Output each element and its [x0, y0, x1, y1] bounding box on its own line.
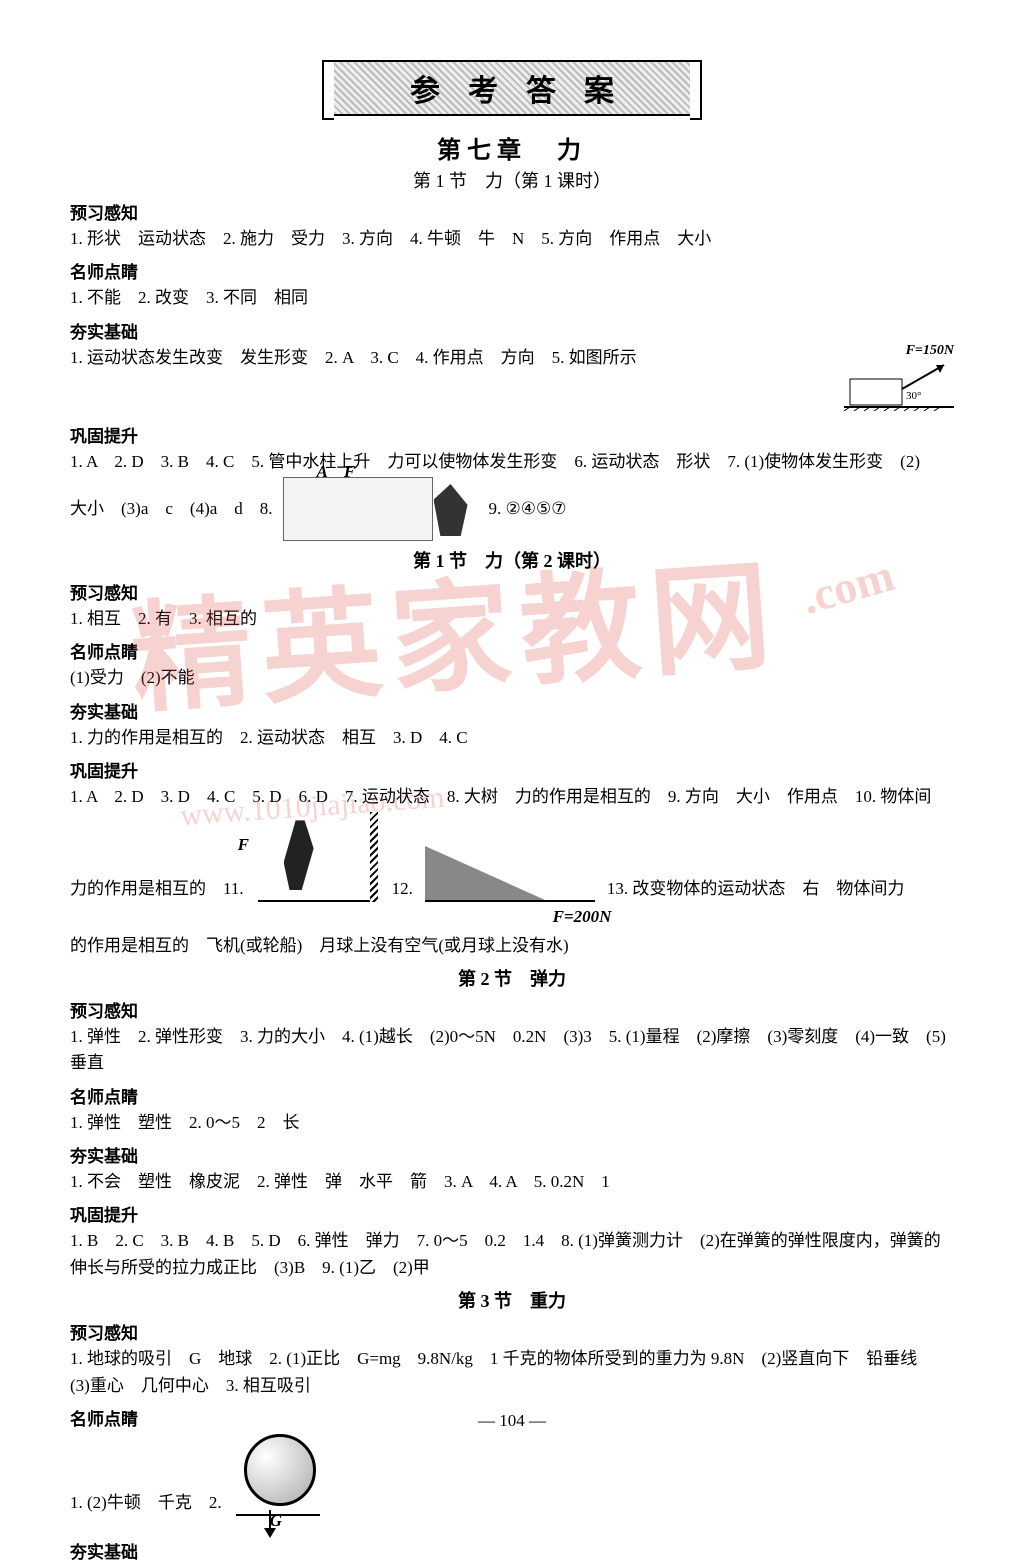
s2-yuxi-h: 预习感知	[70, 579, 954, 604]
s3-mingshi: 1. 弹性 塑性 2. 0～5 2 长	[70, 1110, 954, 1136]
s1-gonggu-h: 巩固提升	[70, 422, 954, 447]
s2-hangshi: 1. 力的作用是相互的 2. 运动状态 相互 3. D 4. C	[70, 725, 954, 751]
s1-hangshi-h: 夯实基础	[70, 318, 954, 343]
s2-gonggu2a: 力的作用是相互的 11.	[70, 876, 244, 902]
svg-text:30°: 30°	[906, 390, 921, 402]
s2-gonggu2b: 12.	[392, 876, 413, 902]
page-number: — 104 —	[0, 1411, 1024, 1431]
s1-mingshi: 1. 不能 2. 改变 3. 不同 相同	[70, 285, 954, 311]
s2-gonggu2c: 13. 改变物体的运动状态 右 物体间力	[607, 876, 905, 902]
f200-label: F=200N	[210, 904, 954, 930]
section4-title: 第 3 节 重力	[70, 1287, 954, 1313]
s1-hangshi: 1. 运动状态发生改变 发生形变 2. A 3. C 4. 作用点 方向 5. …	[70, 345, 836, 371]
s1-gonggu2b: 9. ②④⑤⑦	[489, 496, 567, 522]
s3-mingshi-h: 名师点睛	[70, 1083, 954, 1108]
s1-yuxi-h: 预习感知	[70, 199, 954, 224]
s4-mingshi-row: 1. (2)牛顿 千克 2. G	[70, 1432, 954, 1516]
f150-label: F=150N	[844, 343, 954, 359]
s1-gonggu2a: 大小 (3)a c (4)a d 8.	[70, 496, 273, 522]
box-arrow-icon: 30°	[844, 359, 954, 411]
s3-yuxi: 1. 弹性 2. 弹性形变 3. 力的大小 4. (1)越长 (2)0～5N 0…	[70, 1024, 954, 1077]
s2-gonggu3: 的作用是相互的 飞机(或轮船) 月球上没有空气(或月球上没有水)	[70, 933, 954, 959]
s4-yuxi-h: 预习感知	[70, 1319, 954, 1344]
s2-mingshi: (1)受力 (2)不能	[70, 665, 954, 691]
down-arrow-icon	[260, 1510, 280, 1538]
pushwall-figure-icon	[258, 812, 378, 902]
cart-figure-icon	[283, 477, 433, 541]
section2-title: 第 1 节 力（第 2 课时）	[70, 547, 954, 573]
s1-mingshi-h: 名师点睛	[70, 258, 954, 283]
s4-mingshi-a: 1. (2)牛顿 千克 2.	[70, 1490, 222, 1516]
s4-hangshi-h: 夯实基础	[70, 1538, 954, 1563]
s3-gonggu-h: 巩固提升	[70, 1201, 954, 1226]
s2-hangshi-h: 夯实基础	[70, 698, 954, 723]
f200-text: F=200N	[553, 907, 612, 926]
s1-gonggu2-row: 大小 (3)a c (4)a d 8. A F 9. ②④⑤⑦	[70, 477, 954, 541]
s3-gonggu: 1. B 2. C 3. B 4. B 5. D 6. 弹性 弹力 7. 0～5…	[70, 1228, 954, 1281]
incline-figure-icon	[425, 832, 595, 902]
s2-mingshi-h: 名师点睛	[70, 638, 954, 663]
ball-figure-icon	[236, 1432, 320, 1516]
f-arrow-label: F	[238, 832, 249, 858]
s1-gonggu1: 1. A 2. D 3. B 4. C 5. 管中水柱上升 力可以使物体发生形变…	[70, 449, 954, 475]
s2-gonggu-h: 巩固提升	[70, 757, 954, 782]
section1-title: 第 1 节 力（第 1 课时）	[70, 167, 954, 193]
s2-gonggu1: 1. A 2. D 3. D 4. C 5. D 6. D 7. 运动状态 8.…	[70, 784, 954, 810]
s2-yuxi: 1. 相互 2. 有 3. 相互的	[70, 606, 954, 632]
s3-hangshi-h: 夯实基础	[70, 1142, 954, 1167]
page-banner: 参考答案	[332, 60, 692, 116]
s3-yuxi-h: 预习感知	[70, 997, 954, 1022]
s3-hangshi: 1. 不会 塑性 橡皮泥 2. 弹性 弹 水平 箭 3. A 4. A 5. 0…	[70, 1169, 954, 1195]
chapter-title: 第七章 力	[70, 130, 954, 165]
s1-yuxi: 1. 形状 运动状态 2. 施力 受力 3. 方向 4. 牛顿 牛 N 5. 方…	[70, 226, 954, 252]
s2-gonggu2-row: 力的作用是相互的 11. F 12. 13. 改变物体的运动状态 右 物体间力	[70, 812, 954, 902]
s4-yuxi: 1. 地球的吸引 G 地球 2. (1)正比 G=mg 9.8N/kg 1 千克…	[70, 1346, 954, 1399]
section3-title: 第 2 节 弹力	[70, 965, 954, 991]
figure-f150: F=150N 30°	[844, 343, 954, 416]
